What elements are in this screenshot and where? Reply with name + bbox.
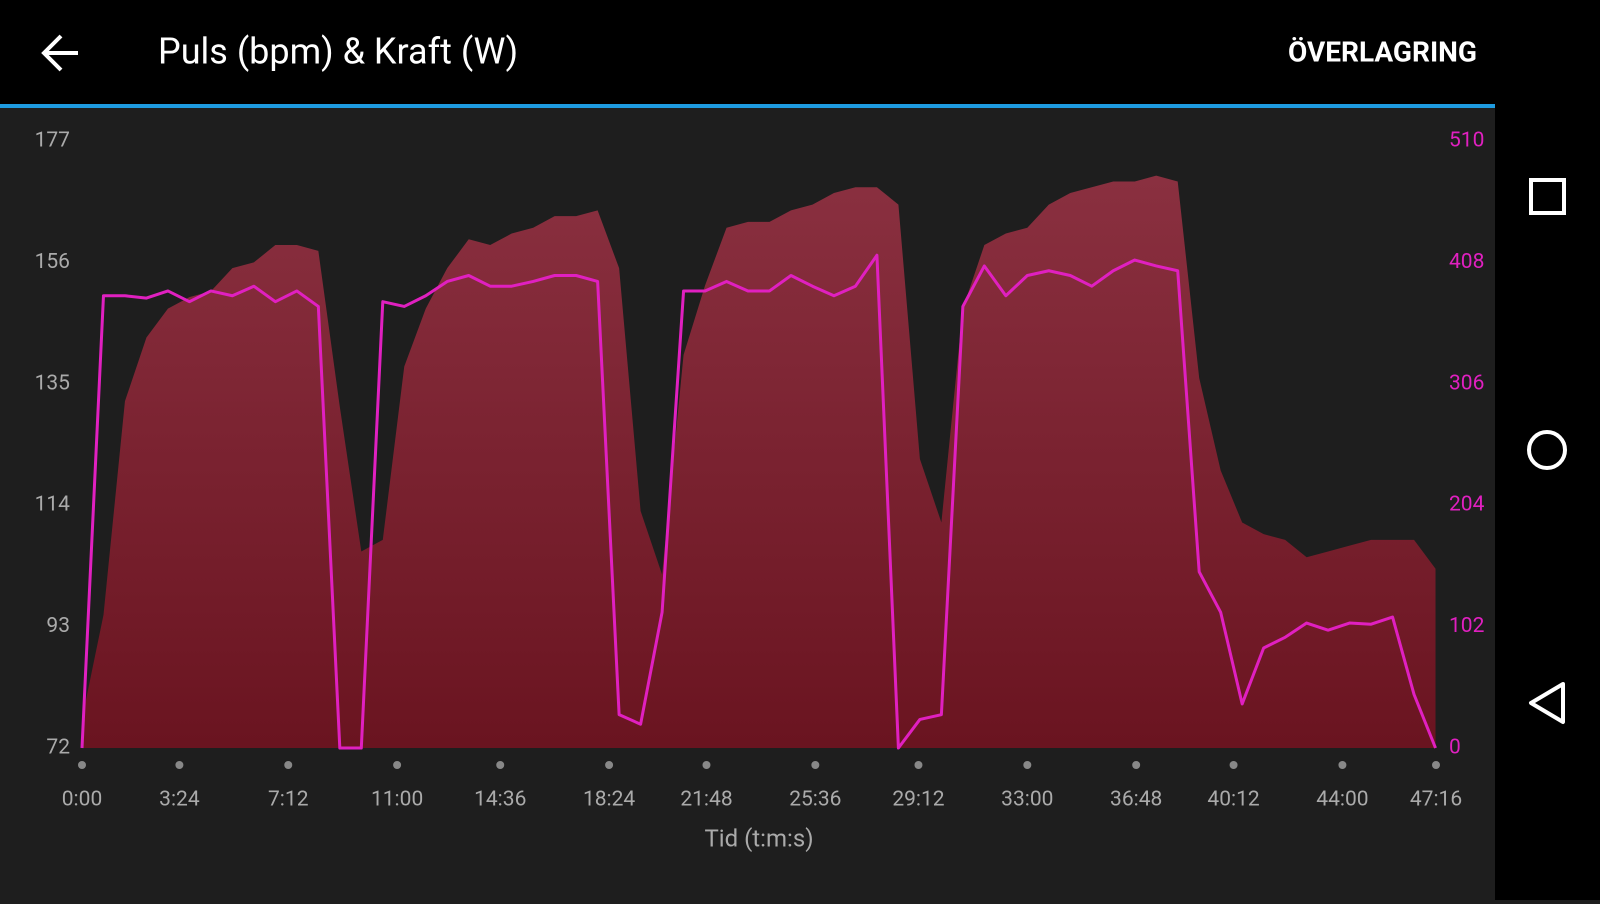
x-tick-label: 7:12 <box>268 788 309 812</box>
y-tick-label: 93 <box>46 614 70 638</box>
y2-tick-label: 510 <box>1449 129 1484 153</box>
home-button[interactable] <box>1527 430 1567 470</box>
x-tick <box>702 761 711 769</box>
y2-tick-label: 102 <box>1449 614 1485 638</box>
overlay-button[interactable]: ÖVERLAGRING <box>1288 35 1477 68</box>
app-bar <box>0 0 1495 105</box>
heart-rate-area <box>82 175 1436 748</box>
back-nav-button[interactable] <box>1529 682 1565 724</box>
x-tick-label: 29:12 <box>892 788 944 812</box>
app-bar-underline <box>0 104 1495 108</box>
x-tick <box>811 761 820 769</box>
x-tick <box>1432 761 1440 769</box>
power-line <box>80 253 1437 750</box>
x-tick-label: 18:24 <box>583 788 635 812</box>
x-tick <box>496 761 505 769</box>
y2-tick-label: 306 <box>1449 371 1484 395</box>
nav-bar <box>1495 0 1600 900</box>
x-axis-label: Tid (t:m:s) <box>704 824 813 852</box>
y-tick-label: 135 <box>35 371 70 395</box>
x-tick-label: 21:48 <box>680 788 732 812</box>
y2-tick-label: 0 <box>1449 736 1461 760</box>
y-tick-label: 156 <box>35 250 70 274</box>
y2-tick-label: 204 <box>1449 493 1485 517</box>
x-tick-label: 44:00 <box>1316 788 1368 812</box>
x-tick-label: 40:12 <box>1207 788 1259 812</box>
x-tick <box>175 761 184 769</box>
y-tick-label: 177 <box>35 129 70 153</box>
x-tick-label: 0:00 <box>62 788 103 812</box>
chart: 72 93 114 135 156 177 0 102 204 306 408 510 0:00 3:24… <box>35 129 1485 853</box>
x-tick <box>393 761 402 769</box>
recents-button[interactable] <box>1529 178 1566 215</box>
screen-title: Puls (bpm) & Kraft (W) <box>158 31 518 73</box>
x-tick-label: 25:36 <box>789 788 841 812</box>
x-tick-label: 14:36 <box>474 788 526 812</box>
x-tick <box>284 761 293 769</box>
x-tick-label: 33:00 <box>1001 788 1053 812</box>
x-tick <box>1023 761 1032 769</box>
x-tick <box>1338 761 1347 769</box>
x-tick-label: 47:16 <box>1410 788 1462 812</box>
x-tick-label: 36:48 <box>1110 788 1162 812</box>
x-tick <box>1132 761 1141 769</box>
x-tick-label: 3:24 <box>159 788 200 812</box>
y2-tick-label: 408 <box>1449 250 1484 274</box>
y-tick-label: 72 <box>46 736 70 760</box>
x-tick-label: 11:00 <box>371 788 423 812</box>
x-tick <box>1229 761 1238 769</box>
back-button[interactable] <box>41 34 78 72</box>
x-tick <box>78 761 86 769</box>
x-tick <box>914 761 923 769</box>
y-tick-label: 114 <box>35 493 71 517</box>
x-tick <box>605 761 614 769</box>
